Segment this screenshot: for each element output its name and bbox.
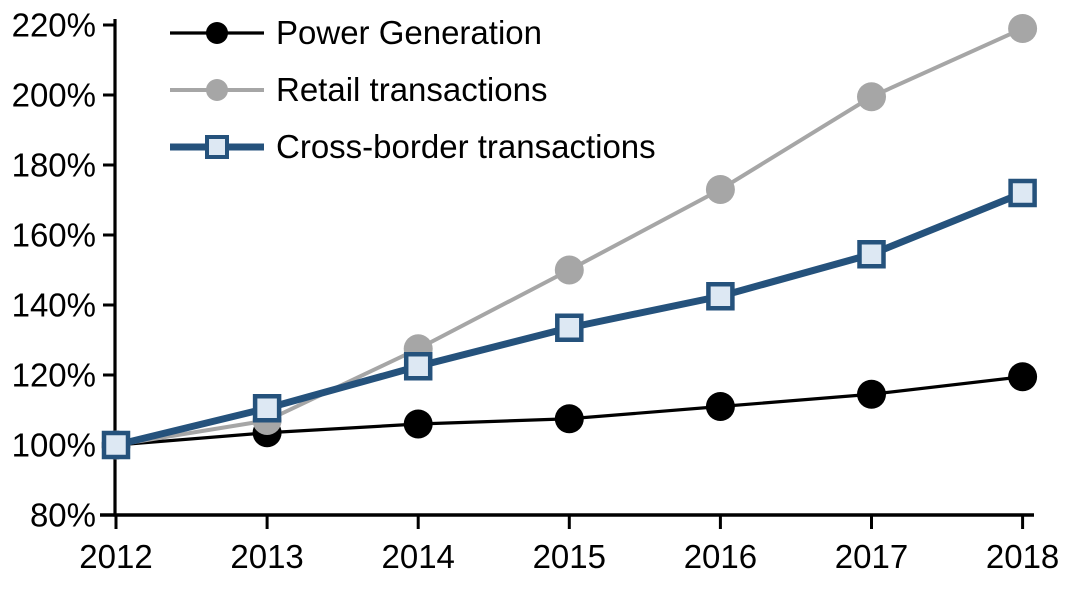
data-point-circle — [554, 255, 584, 285]
series-cross-border-transactions — [101, 178, 1037, 460]
y-tick-label: 120% — [12, 357, 96, 394]
legend-line-circle-gray-icon — [170, 78, 264, 101]
y-tick-label: 140% — [12, 287, 96, 324]
data-point-square — [706, 282, 735, 311]
x-tick-label: 2013 — [230, 538, 303, 575]
x-axis-ticks: 2012 2013 2014 2015 2016 2017 2018 — [79, 515, 1059, 575]
y-tick-label: 160% — [12, 217, 96, 254]
legend-label-power-generation: Power Generation — [276, 14, 542, 51]
y-tick-label: 180% — [12, 147, 96, 184]
x-tick-label: 2016 — [684, 538, 757, 575]
data-point-circle — [403, 409, 433, 439]
data-point-square — [101, 430, 131, 460]
legend-line-square-blue-icon — [170, 134, 264, 159]
legend-label-retail-transactions: Retail transactions — [276, 71, 548, 108]
legend-item-power-generation: Power Generation — [168, 4, 656, 61]
data-point-square — [857, 240, 886, 269]
legend-label-cross-border-transactions: Cross-border transactions — [276, 128, 656, 165]
x-tick-label: 2015 — [533, 538, 606, 575]
data-point-circle — [705, 392, 735, 421]
data-point-square — [403, 352, 433, 381]
x-tick-label: 2012 — [79, 538, 152, 575]
y-tick-label: 80% — [30, 497, 96, 534]
x-tick-label: 2018 — [986, 538, 1059, 575]
y-tick-label: 220% — [12, 7, 96, 44]
data-point-circle — [857, 379, 886, 409]
legend-item-cross-border-transactions: Cross-border transactions — [168, 118, 656, 175]
y-tick-label: 200% — [12, 77, 96, 114]
x-tick-label: 2017 — [835, 538, 908, 575]
data-point-circle — [857, 82, 886, 112]
y-axis-ticks: 80% 100% 120% 140% 160% 180% 200% 220% — [12, 7, 117, 534]
data-point-square — [555, 313, 584, 342]
legend-line-circle-black-icon — [170, 21, 264, 44]
y-tick-label: 100% — [12, 427, 96, 464]
data-point-square — [1008, 178, 1037, 208]
legend: Power Generation Retail transactions Cro… — [168, 4, 656, 175]
legend-item-retail-transactions: Retail transactions — [168, 61, 656, 118]
x-tick-label: 2014 — [381, 538, 454, 575]
data-point-square — [252, 394, 282, 423]
data-point-circle — [705, 175, 735, 204]
data-point-circle — [1008, 14, 1038, 43]
data-point-circle — [1008, 362, 1038, 392]
data-point-circle — [554, 404, 584, 434]
